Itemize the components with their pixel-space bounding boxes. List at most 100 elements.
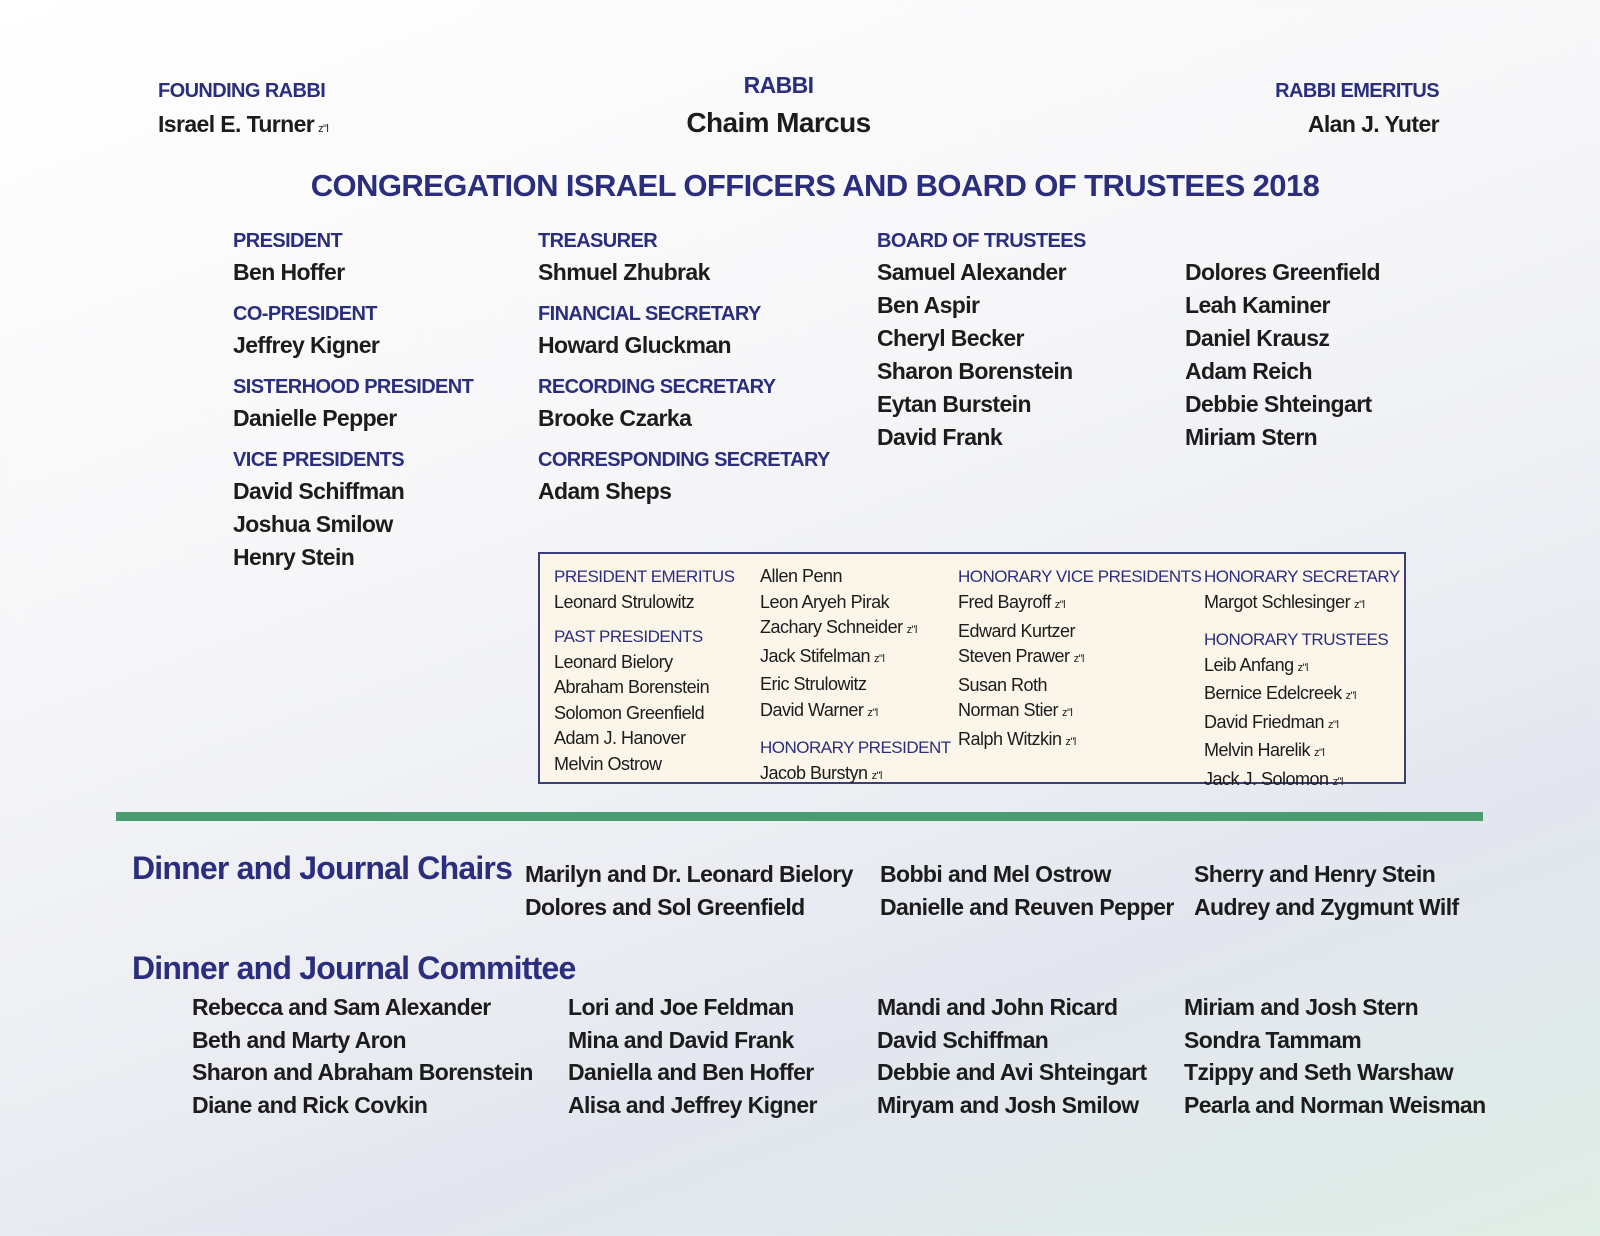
honorary-role-label: PAST PRESIDENTS: [554, 626, 703, 646]
honorary-name-text: Leon Aryeh Pirak: [760, 591, 890, 612]
honorary-name-text: Leib Anfang: [1204, 654, 1294, 675]
honorary-name: Leonard Bielory: [554, 650, 735, 676]
memorial-marker: z"l: [867, 706, 878, 719]
honorary-role-label: HONORARY VICE PRESIDENTS: [958, 567, 1202, 586]
honorary-name-text: Zachary Schneider: [760, 617, 903, 638]
officer-name: Samuel Alexander: [877, 259, 1067, 285]
honorary-name-text: Susan Roth: [958, 674, 1048, 695]
officer-name: Jeffrey Kigner: [233, 332, 380, 358]
chair-name: Audrey and Zygmunt Wilf: [1194, 893, 1459, 920]
honorary-name: Norman Stier z"l: [958, 698, 1201, 727]
chair-name: Sherry and Henry Stein: [1194, 861, 1436, 887]
committee-name: Diane and Rick Covkin: [192, 1091, 428, 1118]
honorary-name: Jacob Burstyn z"l: [760, 761, 951, 790]
honorary-group: PAST PRESIDENTS Leonard Bielory Abraham Bo…: [554, 624, 735, 778]
memorial-marker: z"l: [1073, 653, 1085, 666]
officer-role-label: BOARD OF TRUSTEES: [877, 230, 1086, 252]
rabbi-name: Chaim Marcus: [686, 107, 871, 138]
honorary-name: Melvin Ostrow: [554, 752, 735, 778]
officer-group: PRESIDENT Ben Hoffer: [233, 226, 473, 289]
committee-name: Mina and David Frank: [568, 1026, 794, 1053]
honorary-name-text: Leonard Bielory: [554, 651, 673, 672]
honorary-name-text: Margot Schlesinger: [1204, 592, 1351, 612]
committee-name: David Schiffman: [877, 1026, 1049, 1053]
officer-name: Debbie Shteingart: [1185, 391, 1372, 417]
honorary-name-text: Edward Kurtzer: [958, 620, 1076, 641]
committee-column: Mandi and John Ricard David Schiffman Debb…: [877, 991, 1147, 1121]
rabbi-label: RABBI: [743, 72, 814, 98]
officer-group: Dolores Greenfield Leah Kaminer Daniel Kra…: [1185, 226, 1381, 454]
officer-name: Adam Reich: [1185, 358, 1313, 384]
officer-name: Brooke Czarka: [538, 405, 692, 431]
memorial-marker: z"l: [1297, 661, 1309, 674]
honorary-name-text: Jack Stifelman: [760, 645, 871, 666]
committee-name: Sharon and Abraham Borenstein: [192, 1059, 533, 1086]
officer-name: Danielle Pepper: [233, 405, 397, 431]
honorary-group: HONORARY SECRETARY Margot Schlesinger z"l: [1204, 564, 1400, 619]
memorial-marker: z"l: [874, 652, 885, 665]
memorial-marker: z"l: [1054, 599, 1066, 611]
officer-name: David Frank: [877, 424, 1003, 450]
officer-column: TREASURER Shmuel Zhubrak FINANCIAL SECRETA…: [538, 226, 830, 518]
honorary-name: Susan Roth: [958, 673, 1201, 699]
officer-group: RECORDING SECRETARY Brooke Czarka: [538, 372, 830, 435]
officer-group: BOARD OF TRUSTEES Samuel Alexander Ben Asp…: [877, 226, 1086, 454]
chair-name: Marilyn and Dr. Leonard Bielory: [525, 861, 853, 887]
officer-role-label: FINANCIAL SECRETARY: [538, 303, 761, 325]
honorary-name-text: Jack J. Solomon: [1204, 768, 1329, 789]
officer-name: Miriam Stern: [1185, 424, 1318, 450]
honorary-group: Allen Penn Leon Aryeh Pirak Zachary Schnei…: [760, 564, 951, 727]
honorary-name-text: Steven Prawer: [958, 646, 1070, 667]
honorary-name-text: Leonard Strulowitz: [554, 592, 695, 612]
memorial-marker: z"l: [1065, 735, 1077, 748]
honorary-box: PRESIDENT EMERITUS Leonard Strulowitz PAST…: [538, 552, 1406, 789]
honorary-role-label: PRESIDENT EMERITUS: [554, 567, 735, 586]
chair-name: Danielle and Reuven Pepper: [880, 893, 1174, 920]
honorary-name: Leib Anfang z"l: [1204, 653, 1400, 682]
officer-name: Ben Hoffer: [233, 259, 345, 285]
chairs-column: Sherry and Henry Stein Audrey and Zygmunt…: [1194, 858, 1459, 923]
memorial-marker: z"l: [1062, 707, 1073, 720]
committee-name: Tzippy and Seth Warshaw: [1184, 1059, 1454, 1086]
chairs-column: Bobbi and Mel Ostrow Danielle and Reuven …: [880, 858, 1174, 923]
officer-group: TREASURER Shmuel Zhubrak: [538, 226, 830, 289]
honorary-name-text: Norman Stier: [958, 700, 1059, 721]
honorary-name: Abraham Borenstein: [554, 675, 735, 701]
honorary-name-text: Bernice Edelcreek: [1204, 683, 1342, 704]
memorial-marker: z"l: [871, 769, 883, 782]
honorary-name-text: David Warner: [760, 699, 864, 720]
committee-name: Sondra Tammam: [1184, 1026, 1362, 1053]
officer-group: SISTERHOOD PRESIDENT Danielle Pepper: [233, 372, 474, 435]
honorary-name-text: Abraham Borenstein: [554, 677, 710, 698]
honorary-group: HONORARY PRESIDENT Jacob Burstyn z"l: [760, 735, 951, 790]
honorary-role-label: HONORARY TRUSTEES: [1204, 629, 1389, 649]
officer-name: Dolores Greenfield: [1185, 259, 1381, 285]
officer-name: Adam Sheps: [538, 478, 672, 504]
committee-name: Alisa and Jeffrey Kigner: [568, 1091, 818, 1118]
committee-name: Pearla and Norman Weisman: [1184, 1091, 1486, 1118]
officer-group: CORRESPONDING SECRETARY Adam Sheps: [538, 445, 830, 508]
committee-name: Mandi and John Ricard: [877, 994, 1118, 1020]
officer-name: Henry Stein: [233, 544, 355, 570]
officer-role-label: VICE PRESIDENTS: [233, 449, 405, 471]
committee-column: Lori and Joe Feldman Mina and David Frank…: [568, 991, 818, 1121]
committee-column: Miriam and Josh Stern Sondra Tammam Tzippy…: [1184, 991, 1486, 1121]
honorary-name-text: Allen Penn: [760, 566, 843, 586]
officer-role-label: RECORDING SECRETARY: [538, 376, 776, 398]
honorary-name: Jack J. Solomon z"l: [1204, 767, 1400, 796]
officer-group: CO-PRESIDENT Jeffrey Kigner: [233, 299, 473, 362]
officer-name: David Schiffman: [233, 478, 405, 504]
honorary-column: PRESIDENT EMERITUS Leonard Strulowitz PAST…: [554, 564, 735, 786]
honorary-name-text: Eric Strulowitz: [760, 674, 867, 695]
honorary-name: Fred Bayroff z"l: [958, 590, 1201, 619]
honorary-name: Ralph Witzkin z"l: [958, 727, 1201, 756]
honorary-name-text: Melvin Ostrow: [554, 753, 662, 774]
honorary-name-text: Adam J. Hanover: [554, 728, 686, 749]
memorial-marker: z"l: [318, 123, 329, 135]
committee-name: Daniella and Ben Hoffer: [568, 1059, 814, 1086]
committee-name: Miryam and Josh Smilow: [877, 1091, 1139, 1118]
officer-role-label: CORRESPONDING SECRETARY: [538, 449, 830, 471]
memorial-marker: z"l: [1328, 718, 1339, 731]
memorial-marker: z"l: [1332, 775, 1344, 788]
officer-name: Ben Aspir: [877, 292, 980, 318]
